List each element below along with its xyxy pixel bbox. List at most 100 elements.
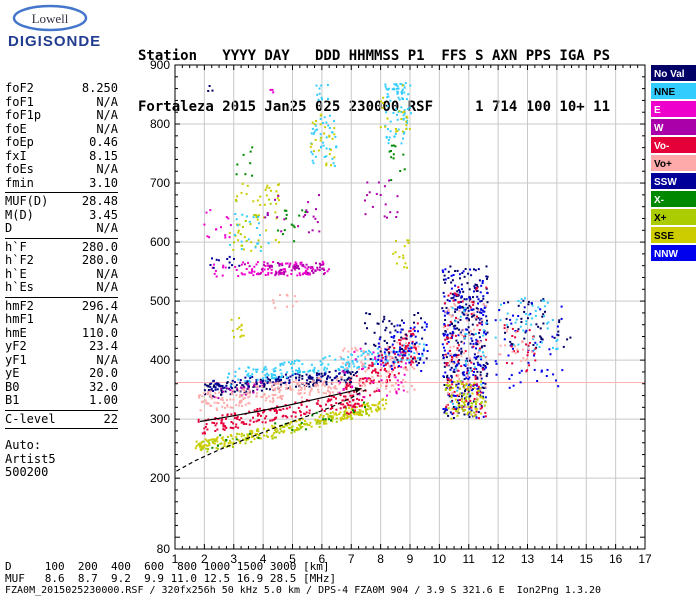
echo-point xyxy=(214,417,217,419)
echo-point xyxy=(463,336,466,339)
echo-point xyxy=(286,371,289,374)
echo-point xyxy=(413,344,416,347)
echo-point xyxy=(402,351,405,354)
echo-point xyxy=(306,423,309,426)
echo-point xyxy=(376,374,379,377)
echo-point xyxy=(291,429,294,432)
echo-point xyxy=(409,106,412,109)
echo-point xyxy=(415,341,418,344)
echo-point xyxy=(284,424,287,427)
echo-point xyxy=(396,118,399,121)
echo-point xyxy=(243,263,246,266)
echo-point xyxy=(540,370,543,373)
echo-point xyxy=(341,362,344,365)
parameter-row: hmF2 296.4 xyxy=(5,298,118,314)
echo-point xyxy=(503,324,506,327)
echo-point xyxy=(451,330,454,333)
echo-point xyxy=(258,419,261,422)
echo-point xyxy=(215,275,218,278)
echo-point xyxy=(315,208,317,211)
echo-point xyxy=(253,270,256,273)
echo-point xyxy=(240,417,243,420)
echo-point xyxy=(221,436,224,439)
echo-point xyxy=(457,354,460,356)
echo-point xyxy=(361,362,364,365)
echo-point xyxy=(250,241,253,244)
echo-point xyxy=(372,369,375,372)
echo-point xyxy=(452,293,454,296)
echo-point xyxy=(342,403,345,406)
echo-point xyxy=(238,402,241,404)
legend-label: Vo- xyxy=(654,141,669,152)
echo-point xyxy=(532,336,534,339)
echo-point xyxy=(532,344,535,346)
echo-point xyxy=(356,360,359,363)
echo-point xyxy=(456,364,459,367)
echo-point xyxy=(477,363,480,366)
echo-point xyxy=(467,411,470,414)
echo-point xyxy=(323,410,326,412)
echo-point xyxy=(213,272,216,275)
echo-point xyxy=(284,268,286,271)
echo-point xyxy=(474,407,477,410)
parameter-row: foF1 N/A xyxy=(5,95,118,110)
echo-point xyxy=(270,375,273,378)
echo-point xyxy=(249,376,252,379)
echo-point xyxy=(276,378,279,381)
echo-point xyxy=(299,386,302,388)
echo-point xyxy=(534,341,537,344)
echo-point xyxy=(277,229,280,232)
echo-point xyxy=(385,402,388,405)
echo-point xyxy=(279,376,282,379)
echo-point xyxy=(274,367,277,370)
echo-point xyxy=(352,409,354,412)
echo-point xyxy=(272,382,275,385)
echo-point xyxy=(386,360,389,363)
echo-point xyxy=(541,315,544,318)
echo-point xyxy=(347,350,350,353)
echo-point xyxy=(399,82,402,85)
echo-point xyxy=(473,382,476,385)
echo-point xyxy=(220,387,223,390)
echo-point xyxy=(398,110,401,113)
echo-point xyxy=(462,306,465,309)
parameter-value: 296.4 xyxy=(81,298,118,313)
echo-point xyxy=(198,394,201,397)
echo-point xyxy=(461,272,464,274)
echo-point xyxy=(255,420,258,423)
echo-point xyxy=(476,397,479,400)
echo-point xyxy=(320,84,323,87)
echo-point xyxy=(323,269,326,271)
echo-point xyxy=(280,372,283,375)
echo-point xyxy=(285,383,288,386)
echo-point xyxy=(444,330,447,333)
echo-point xyxy=(382,96,385,99)
echo-point xyxy=(478,279,481,282)
echo-point xyxy=(458,359,461,362)
echo-point xyxy=(477,385,480,388)
echo-point xyxy=(414,343,417,345)
echo-point xyxy=(275,416,278,419)
echo-point xyxy=(512,347,514,350)
echo-point xyxy=(458,399,461,401)
echo-point xyxy=(325,422,328,425)
echo-point xyxy=(409,363,412,366)
echo-point xyxy=(549,353,552,356)
echo-point xyxy=(219,434,222,437)
echo-point xyxy=(322,141,325,144)
x-tick-label: 11 xyxy=(463,552,476,566)
echo-point xyxy=(263,427,265,430)
echo-point xyxy=(373,331,376,334)
legend-swatch-Vo- xyxy=(651,137,696,153)
echo-point xyxy=(475,383,478,386)
echo-point xyxy=(231,329,234,332)
echo-point xyxy=(475,288,478,291)
echo-point xyxy=(293,430,296,433)
echo-point xyxy=(350,375,353,378)
echo-point xyxy=(386,362,389,365)
echo-point xyxy=(278,391,281,394)
echo-point xyxy=(223,386,226,389)
echo-point xyxy=(222,428,225,431)
echo-point xyxy=(480,319,483,322)
echo-point xyxy=(483,331,486,334)
